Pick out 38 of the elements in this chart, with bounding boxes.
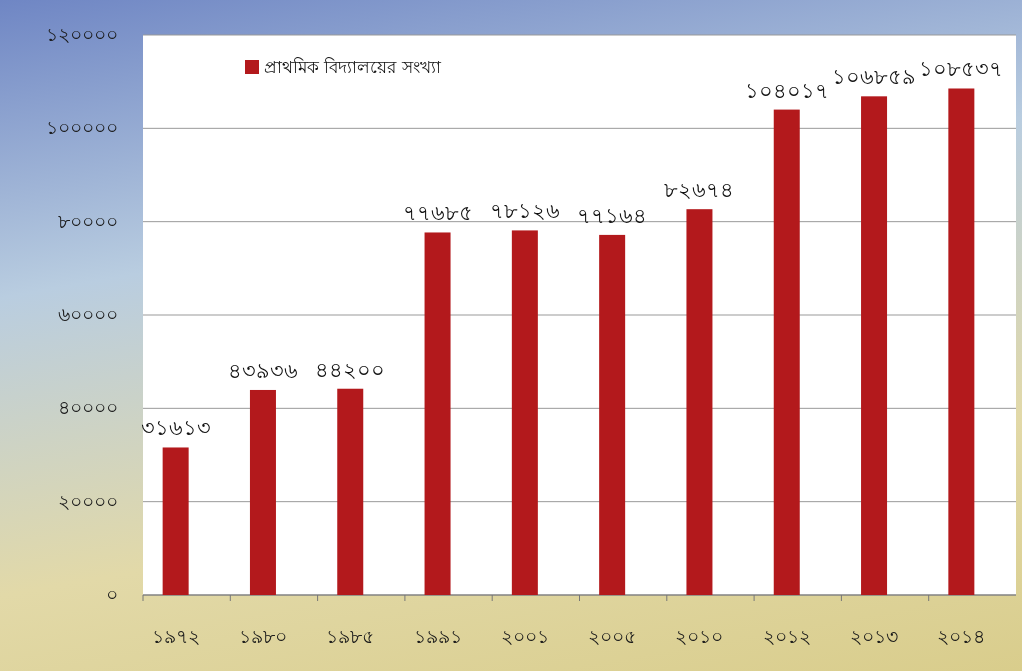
data-label: ৭৭৬৮৫ (402, 201, 473, 226)
bar (162, 447, 189, 595)
x-tick-label: ১৯৮০ (238, 625, 287, 647)
y-tick-label: ২০০০০ (58, 489, 118, 512)
x-tick-label: ২০০৫ (588, 625, 637, 647)
x-tick-label: ১৯৮৫ (326, 625, 375, 647)
y-tick-label: ১২০০০০ (46, 23, 118, 45)
bar (686, 209, 713, 595)
x-tick-label: ২০১০ (675, 625, 724, 647)
data-label: ৭৮১২৬ (489, 199, 560, 224)
y-tick-label: ১০০০০০ (46, 116, 118, 139)
x-tick-label: ২০১৪ (937, 625, 986, 647)
data-label: ১০৮৫৩৭ (919, 57, 1004, 82)
data-label: ৭৭১৬৪ (577, 203, 648, 228)
data-label: ৪৩৯৩৬ (227, 358, 298, 383)
y-tick-label: ৮০০০০ (58, 209, 118, 232)
data-label: ৮২৬৭৪ (664, 178, 735, 203)
bar (948, 88, 975, 595)
bar (599, 234, 626, 595)
data-label: ১০৪০১৭ (744, 78, 829, 103)
x-tick-label: ১৯৯১ (413, 625, 462, 647)
x-tick-label: ২০১২ (762, 625, 811, 647)
data-label: ৩১৬১৩ (140, 416, 211, 441)
legend: প্রাথমিক বিদ্যালয়ের সংখ্যা (245, 57, 441, 77)
data-label: ৪৪২০০ (315, 357, 386, 382)
x-tick-label: ২০১৩ (850, 625, 899, 647)
y-tick-label: ০ (106, 583, 118, 605)
data-label: ১০৬৮৫৯ (832, 65, 917, 90)
bar (249, 389, 276, 595)
bar (424, 232, 451, 595)
bar (861, 96, 888, 595)
y-tick-label: ৪০০০০ (58, 396, 118, 419)
bar (511, 230, 538, 595)
x-tick-label: ১৯৭২ (151, 625, 200, 647)
bar (337, 388, 364, 595)
bar (773, 109, 800, 595)
x-tick-label: ২০০১ (500, 625, 549, 647)
y-tick-label: ৬০০০০ (58, 303, 118, 325)
